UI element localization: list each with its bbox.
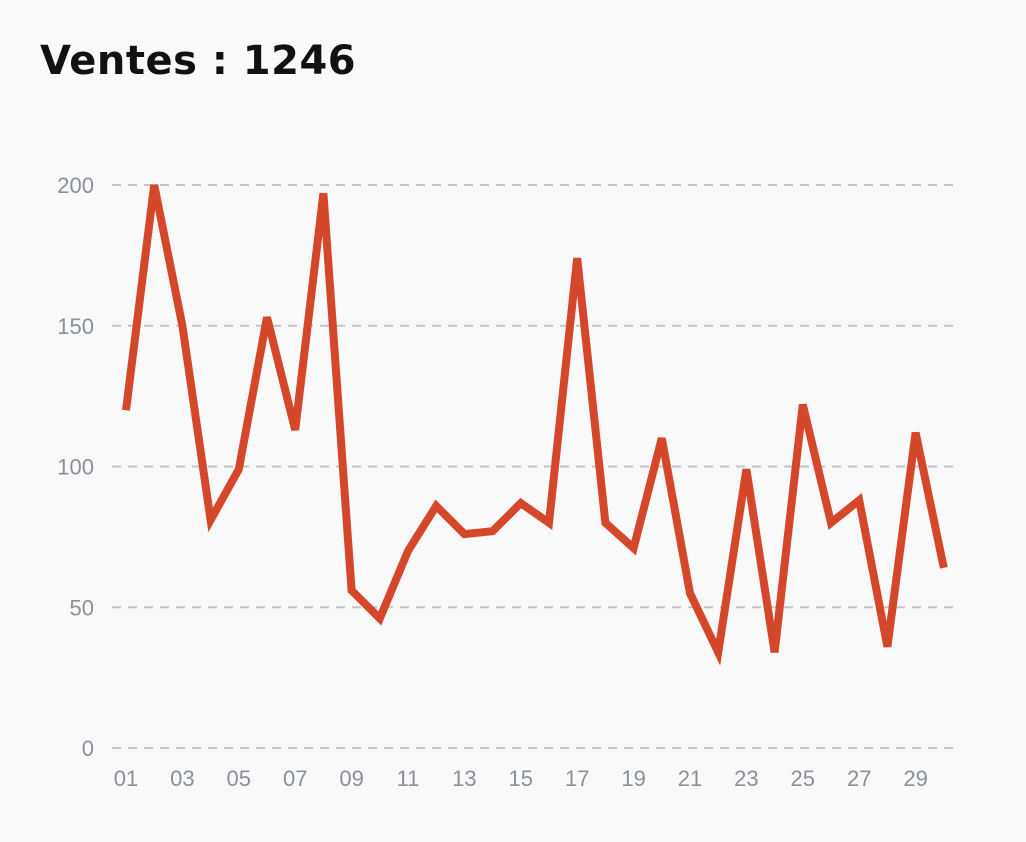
x-tick-label: 25 — [791, 766, 815, 791]
data-point-10 — [377, 616, 383, 622]
title-value: 1246 — [242, 38, 357, 84]
title-separator: : — [197, 38, 243, 84]
data-point-02 — [151, 182, 157, 188]
data-point-06 — [264, 314, 270, 320]
data-point-24 — [772, 649, 778, 655]
data-point-01 — [123, 407, 129, 413]
data-point-17 — [574, 255, 580, 261]
x-tick-label: 09 — [339, 766, 363, 791]
x-tick-label: 19 — [621, 766, 645, 791]
x-tick-label: 29 — [903, 766, 927, 791]
data-point-22 — [715, 649, 721, 655]
data-point-27 — [856, 497, 862, 503]
data-point-16 — [546, 520, 552, 526]
data-point-26 — [828, 520, 834, 526]
data-point-28 — [884, 644, 890, 650]
data-point-19 — [631, 545, 637, 551]
x-tick-label: 01 — [114, 766, 138, 791]
x-tick-label: 17 — [565, 766, 589, 791]
data-point-20 — [659, 435, 665, 441]
x-tick-label: 05 — [227, 766, 251, 791]
x-axis-ticks: 01 03 05 07 09 11 13 15 17 19 21 23 25 27 29 — [114, 766, 928, 791]
x-tick-label: 11 — [397, 766, 420, 791]
data-point-14 — [490, 528, 496, 534]
data-point-29 — [913, 430, 919, 436]
x-tick-label: 27 — [847, 766, 871, 791]
data-point-09 — [349, 587, 355, 593]
y-tick-label: 150 — [57, 314, 94, 339]
y-axis-ticks: 0 50 100 150 200 — [57, 173, 94, 761]
title-label: Ventes — [40, 38, 198, 84]
y-tick-label: 0 — [82, 736, 94, 761]
y-tick-label: 100 — [57, 455, 94, 480]
x-tick-label: 21 — [678, 766, 702, 791]
x-tick-label: 07 — [283, 766, 307, 791]
series-layer — [122, 182, 948, 666]
chart-title: Ventes : 1246 — [40, 38, 356, 84]
series-line-0 — [122, 184, 948, 666]
data-point-11 — [405, 548, 411, 554]
data-point-25 — [800, 402, 806, 408]
data-point-30 — [941, 565, 947, 571]
x-tick-label: 03 — [170, 766, 194, 791]
data-point-13 — [461, 531, 467, 537]
data-point-21 — [687, 590, 693, 596]
data-point-15 — [518, 500, 524, 506]
data-point-03 — [179, 323, 185, 329]
data-point-04 — [208, 517, 214, 523]
data-point-05 — [236, 466, 242, 472]
data-point-23 — [743, 466, 749, 472]
y-tick-label: 200 — [57, 173, 94, 198]
y-tick-label: 50 — [70, 595, 94, 620]
x-tick-label: 23 — [734, 766, 758, 791]
data-point-07 — [292, 427, 298, 433]
data-point-18 — [602, 520, 608, 526]
x-tick-label: 13 — [452, 766, 476, 791]
data-point-12 — [433, 503, 439, 509]
x-tick-label: 15 — [509, 766, 533, 791]
data-point-08 — [320, 190, 326, 196]
